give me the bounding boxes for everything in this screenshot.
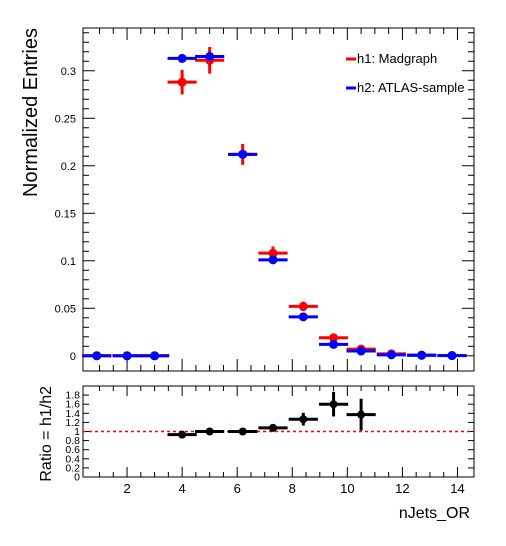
ratio-y-tick-label: 0.2 [65,462,80,474]
ratio-x-tick-label: 10 [340,481,354,496]
main-series-group [82,47,467,361]
ratio-point [357,410,366,419]
ratio-x-axis: 2 4 6 8 10 12 14 [99,386,465,496]
ratio-point [205,427,214,436]
x-axis-label: nJets_OR [399,505,470,522]
ratio-y-tick-label: 1.2 [65,417,80,429]
ratio-y-axis-label: Ratio = h1/h2 [38,386,55,482]
series-0-point [268,248,278,258]
ratio-y-tick-label: 0.4 [65,453,80,465]
series-1-point [177,53,187,63]
series-0-point [177,77,187,87]
main-y-tick-label: 0.2 [61,161,76,173]
ratio-x-tick-label: 14 [450,481,464,496]
series-1-point [298,312,308,322]
ratio-x-tick-label: 2 [123,481,130,496]
main-y-tick-label: 0.05 [55,303,76,315]
series-1-point [92,351,102,361]
series-1-point [122,351,132,361]
ratio-y-tick-label: 0.6 [65,444,80,456]
main-y-tick-label: 0.1 [61,256,76,268]
main-y-tick-label: 0.25 [55,113,76,125]
legend: h1: Madgraph h2: ATLAS-sample [346,51,464,95]
ratio-point [268,423,277,432]
main-y-tick-label: 0.3 [61,66,76,78]
main-panel: 0 0.05 0.1 0.15 0.2 0.25 0.3 Normalized Entrie… [20,27,475,372]
ratio-point [299,415,308,424]
ratio-y-tick-label: 0 [74,472,80,484]
ratio-y-axis: 00.20.40.60.811.21.41.61.8 [65,390,474,484]
series-1-point [205,52,215,62]
ratio-x-tick-label: 6 [234,481,241,496]
main-y-axis-label: Normalized Entries [20,28,42,197]
series-1-point [356,346,366,356]
ratio-y-tick-label: 1.4 [65,408,80,420]
main-y-axis: 0 0.05 0.1 0.15 0.2 0.25 0.3 [55,32,474,363]
series-1-point [447,351,457,361]
ratio-point [178,430,187,439]
main-x-axis [99,28,458,371]
legend-label-h1: h1: Madgraph [357,51,437,66]
series-1-point [329,339,339,349]
ratio-point [238,427,247,436]
ratio-point [329,400,338,409]
series-1-point [238,149,248,159]
series-1-point [268,255,278,265]
ratio-panel: 00.20.40.60.811.21.41.61.8 2 4 6 8 10 12 14 Ra… [38,385,475,522]
ratio-y-tick-label: 1.8 [65,390,80,402]
ratio-x-tick-label: 12 [395,481,409,496]
main-y-tick-label: 0 [70,351,76,363]
main-y-tick-label: 0.15 [55,208,76,220]
ratio-y-tick-label: 1 [74,426,80,438]
series-1-point [417,350,427,360]
legend-label-h2: h2: ATLAS-sample [357,80,464,95]
ratio-x-tick-label: 8 [289,481,296,496]
ratio-y-tick-label: 1.6 [65,399,80,411]
series-0-point [298,301,308,311]
series-1-point [150,351,160,361]
series-0-point [329,333,339,343]
ratio-series-group [167,391,376,439]
ratio-x-tick-label: 4 [179,481,186,496]
ratio-y-tick-label: 0.8 [65,435,80,447]
series-1-point [386,350,396,360]
